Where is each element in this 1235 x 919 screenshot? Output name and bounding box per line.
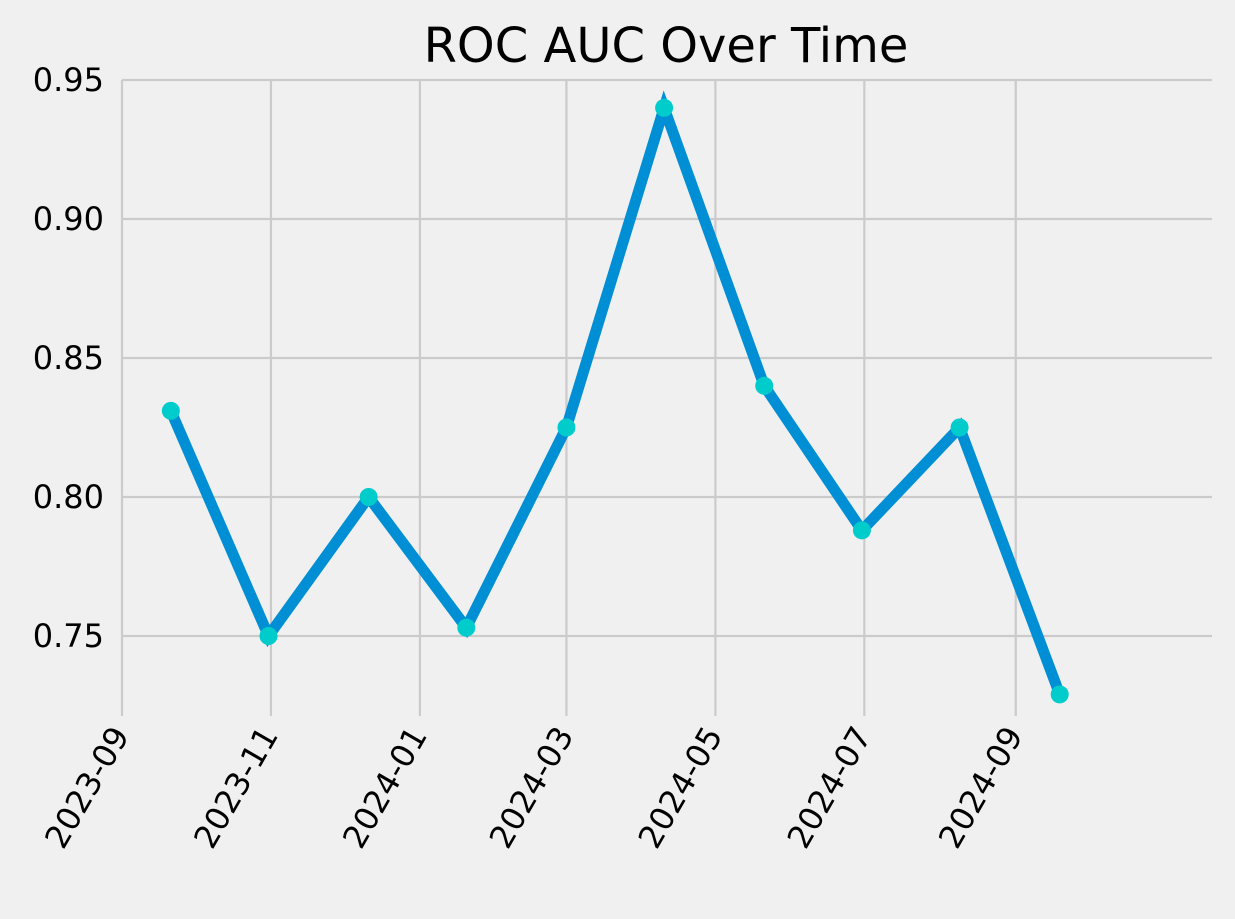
data-point-marker (950, 418, 969, 437)
data-point-marker (457, 618, 476, 637)
x-tick-label: 2024-07 (780, 720, 880, 855)
data-point-marker (259, 627, 278, 645)
y-axis-ticks: 0.75 0.80 0.85 0.90 0.95 (33, 61, 104, 655)
x-tick-label: 2024-03 (482, 720, 582, 855)
series-line (165, 90, 1065, 697)
y-tick-label: 0.90 (33, 200, 104, 238)
data-point-marker (161, 401, 180, 420)
x-tick-label: 2024-01 (335, 720, 435, 855)
x-tick-label: 2023-09 (37, 720, 137, 855)
series-layer (161, 90, 1069, 704)
grid-lines (120, 78, 1212, 716)
y-tick-label: 0.75 (33, 617, 104, 655)
x-tick-label: 2024-05 (631, 720, 731, 855)
data-point-marker (655, 98, 674, 117)
y-tick-label: 0.85 (33, 339, 104, 377)
data-point-marker (359, 488, 378, 506)
y-tick-label: 0.80 (33, 478, 104, 516)
x-axis-ticks: 2023-09 2023-11 2024-01 2024-03 2024-05 2024-… (37, 720, 1031, 855)
x-tick-label: 2023-11 (186, 720, 286, 855)
data-point-marker (852, 521, 871, 540)
y-tick-label: 0.95 (33, 61, 104, 99)
data-point-marker (755, 376, 774, 395)
x-tick-label: 2024-09 (931, 720, 1031, 855)
chart-title: ROC AUC Over Time (424, 18, 909, 74)
data-point-marker (1050, 685, 1069, 704)
data-point-marker (557, 418, 576, 437)
